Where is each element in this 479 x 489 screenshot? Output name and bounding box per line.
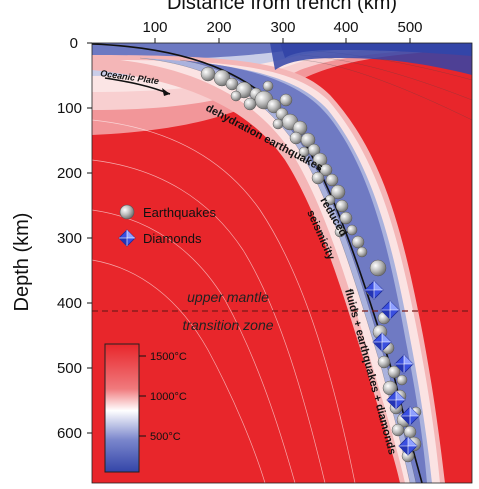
x-tick-label: 500: [397, 19, 422, 36]
legend-diamonds-label: Diamonds: [143, 231, 202, 246]
y-tick-label: 100: [57, 100, 82, 117]
diamond-legend-icon: [118, 229, 136, 247]
earthquake-marker: [243, 97, 257, 111]
earthquake-marker: [289, 131, 303, 145]
earthquake-marker: [339, 211, 353, 225]
earthquake-marker: [225, 77, 239, 91]
diamond-markers: [364, 280, 420, 456]
earthquake-marker: [298, 146, 310, 158]
colorbar-label-1500: 1500°C: [150, 351, 187, 363]
diamond-marker: [394, 354, 414, 374]
earthquake-marker: [230, 90, 242, 102]
earthquake-marker: [324, 194, 336, 206]
earthquake-marker: [262, 80, 274, 92]
earthquake-marker: [213, 69, 231, 87]
plot-area: Oceanic Plate dehydration earthquakes re…: [92, 43, 472, 483]
temperature-colorbar: 1500°C 1000°C 500°C: [104, 343, 187, 473]
earthquake-marker: [272, 118, 284, 130]
y-tick-label: 0: [70, 35, 78, 52]
earthquake-marker: [335, 199, 349, 213]
earthquake-marker: [356, 246, 368, 258]
y-axis: 0 100 200 300 400 500 600: [57, 35, 92, 442]
earthquake-marker: [396, 374, 408, 386]
earthquake-marker: [312, 152, 328, 168]
y-axis-title: Depth (km): [11, 213, 33, 312]
y-tick-label: 600: [57, 425, 82, 442]
earthquake-marker: [403, 425, 417, 439]
earthquake-marker: [311, 171, 325, 185]
earthquake-marker: [369, 259, 387, 277]
earthquake-marker: [266, 98, 282, 114]
diamond-marker: [372, 332, 392, 352]
earthquake-marker: [351, 235, 365, 249]
colorbar-label-1000: 1000°C: [150, 391, 187, 403]
earthquake-markers: [200, 66, 422, 463]
x-tick-label: 200: [206, 19, 231, 36]
colorbar-label-500: 500°C: [150, 431, 181, 443]
y-tick-label: 400: [57, 295, 82, 312]
earthquake-marker: [346, 224, 358, 236]
transition-zone-label: transition zone: [182, 317, 273, 333]
diamond-marker: [380, 300, 400, 320]
y-tick-label: 300: [57, 230, 82, 247]
diamond-marker: [364, 280, 384, 300]
legend-earthquakes-label: Earthquakes: [143, 205, 216, 220]
earthquake-marker: [330, 184, 346, 200]
earthquake-marker: [300, 132, 316, 148]
diamond-marker: [386, 390, 406, 410]
x-axis-title: Distance from trench (km): [167, 0, 397, 14]
x-axis: 100 200 300 400 500: [142, 19, 423, 43]
diamond-marker: [398, 436, 418, 456]
diamond-marker: [400, 406, 420, 426]
earthquake-legend-icon: [119, 204, 135, 220]
legend: Earthquakes Diamonds: [118, 204, 216, 247]
earthquake-marker: [377, 355, 391, 369]
earthquake-marker: [279, 93, 293, 107]
earthquake-marker: [334, 226, 346, 238]
upper-mantle-label: upper mantle: [187, 289, 269, 305]
earthquake-marker: [391, 423, 405, 437]
x-tick-label: 300: [270, 19, 295, 36]
earthquake-marker: [319, 163, 333, 177]
earthquake-marker: [325, 173, 339, 187]
earthquake-marker: [382, 380, 398, 396]
y-tick-label: 500: [57, 360, 82, 377]
earthquake-marker: [387, 365, 401, 379]
y-tick-label: 200: [57, 165, 82, 182]
x-tick-label: 400: [333, 19, 358, 36]
earthquake-marker: [200, 66, 216, 82]
x-tick-label: 100: [142, 19, 167, 36]
plot-frame: [91, 42, 473, 484]
